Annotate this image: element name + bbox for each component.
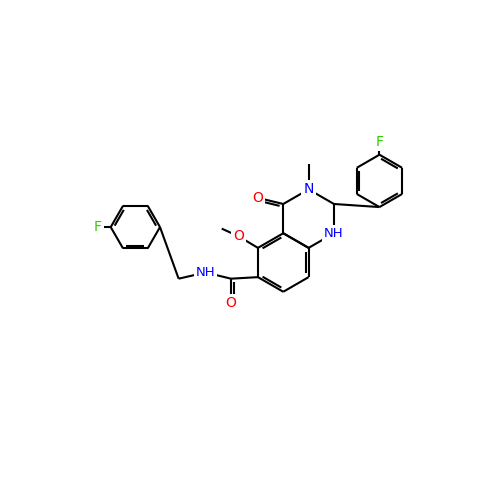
Text: NH: NH	[196, 266, 216, 279]
Text: F: F	[376, 134, 384, 148]
Text: NH: NH	[324, 227, 344, 240]
Text: F: F	[94, 220, 102, 234]
Text: O: O	[226, 296, 236, 310]
Text: N: N	[304, 182, 314, 196]
Text: O: O	[252, 191, 264, 205]
Text: O: O	[233, 230, 244, 243]
